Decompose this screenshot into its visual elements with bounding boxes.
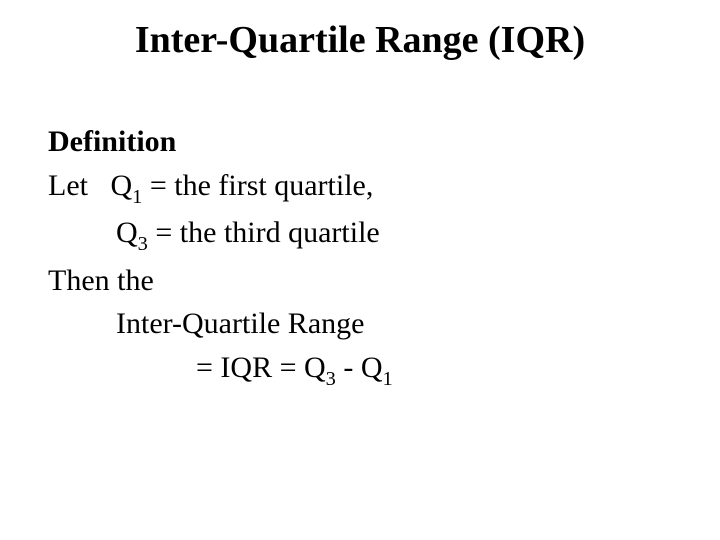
formula-minus: - Q [336, 351, 383, 384]
q3-definition: = the third quartile [148, 216, 380, 249]
iqr-formula-line: = IQR = Q3 - Q1 [48, 346, 672, 394]
slide-title: Inter-Quartile Range (IQR) [68, 18, 652, 62]
q3-subscript: 3 [138, 233, 148, 255]
q3-line: Q3 = the third quartile [48, 211, 672, 259]
definition-heading: Definition [48, 120, 672, 164]
formula-prefix: = IQR = Q [196, 351, 326, 384]
slide-container: Inter-Quartile Range (IQR) Definition Le… [0, 0, 720, 393]
slide-content: Definition Let Q1 = the first quartile, … [48, 120, 672, 393]
then-line: Then the [48, 259, 672, 303]
q1-definition: = the first quartile, [142, 169, 373, 202]
let-q1-line: Let Q1 = the first quartile, [48, 164, 672, 212]
formula-q1-subscript: 1 [383, 368, 393, 390]
formula-q3-subscript: 3 [326, 368, 336, 390]
iqr-name-line: Inter-Quartile Range [48, 302, 672, 346]
let-text: Let Q [48, 169, 132, 202]
q1-subscript: 1 [132, 186, 142, 208]
q3-prefix: Q [116, 216, 138, 249]
